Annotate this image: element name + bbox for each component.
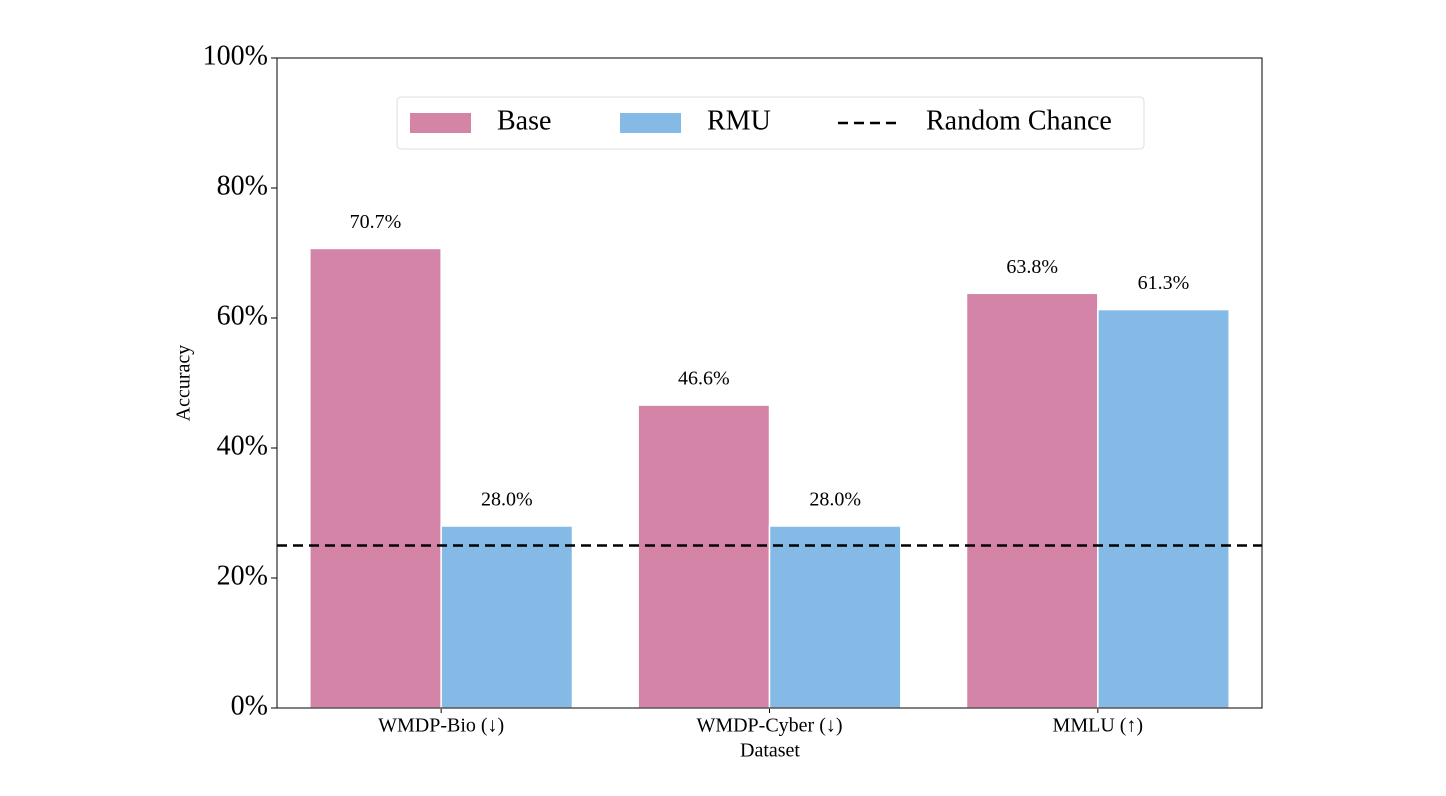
bar [768,525,902,709]
bar [309,247,442,709]
legend-label: Base [497,105,551,136]
legend-swatch [620,113,681,133]
value-label: 63.8% [1006,256,1058,278]
bar [965,292,1099,709]
x-tick-label: WMDP-Bio (↓) [378,715,504,737]
y-tick-label: 0% [231,690,268,721]
plot-frame [276,57,1263,709]
x-tick-label: WMDP-Cyber (↓) [696,715,842,737]
value-label: 46.6% [678,368,730,390]
y-axis-label: Accuracy [173,345,195,422]
x-tick-label: MMLU (↑) [1053,715,1144,737]
bar [1097,308,1230,709]
x-axis-label: Dataset [740,740,800,762]
legend-label: RMU [707,105,771,136]
value-label: 28.0% [481,489,533,511]
legend-swatch [410,113,471,133]
value-label: 28.0% [809,489,861,511]
y-tick-label: 40% [217,430,268,461]
bar [637,404,771,709]
y-tick-label: 20% [217,560,268,591]
value-label: 61.3% [1138,272,1190,294]
value-label: 70.7% [350,211,402,233]
legend-label: Random Chance [926,105,1112,136]
bar [440,525,574,709]
y-tick-label: 100% [203,40,268,71]
y-tick-label: 60% [217,300,268,331]
y-tick-label: 80% [217,170,268,201]
legend-box [396,96,1145,150]
